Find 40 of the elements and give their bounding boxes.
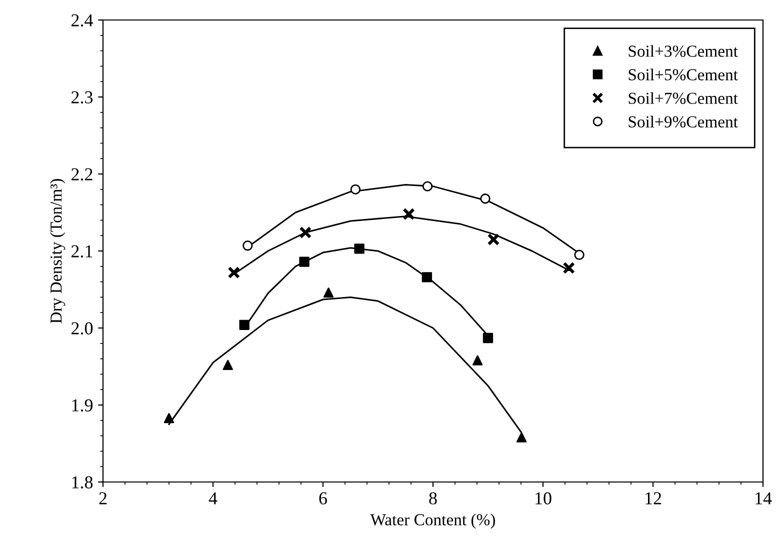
x-tick-label: 4 <box>208 492 218 504</box>
point <box>516 432 527 442</box>
y-axis-title: Dry Density (Ton/m³) <box>50 178 66 324</box>
point <box>222 360 233 370</box>
point <box>472 355 483 366</box>
y-tick-label: 2.3 <box>72 91 93 104</box>
x-tick-label: 10 <box>536 492 552 504</box>
point <box>299 226 312 239</box>
y-tick-label: 1.8 <box>72 476 93 489</box>
x-tick-label: 12 <box>646 492 662 504</box>
y-tick-label: 1.9 <box>72 399 93 412</box>
point <box>164 413 174 424</box>
point <box>422 181 433 192</box>
y-tick-label: 2.0 <box>72 322 93 335</box>
point <box>323 287 334 298</box>
point <box>487 233 500 246</box>
legend-label: Soil+5%Cement <box>628 68 738 80</box>
point <box>299 256 310 267</box>
point <box>562 262 576 274</box>
point <box>480 194 490 204</box>
point <box>574 250 584 260</box>
legend-label: Soil+9%Cement <box>628 116 738 128</box>
point <box>354 244 364 254</box>
y-tick-label: 2.2 <box>72 168 92 181</box>
point <box>239 320 250 330</box>
y-tick-label: 2.4 <box>72 14 93 27</box>
point <box>402 208 415 220</box>
point <box>350 184 361 194</box>
legend-label: Soil+3%Cement <box>628 45 738 57</box>
x-tick-label: 6 <box>319 492 327 504</box>
point <box>228 266 240 279</box>
x-tick-label: 8 <box>429 492 437 504</box>
legend-label: Soil+7%Cement <box>628 92 738 104</box>
x-tick-label: 14 <box>756 492 772 504</box>
y-tick-label: 2.1 <box>72 245 92 258</box>
x-tick-label: 2 <box>99 492 107 504</box>
x-axis-title: Water Content (%) <box>370 514 495 529</box>
point <box>482 332 494 344</box>
point <box>422 272 432 282</box>
point <box>242 240 253 251</box>
